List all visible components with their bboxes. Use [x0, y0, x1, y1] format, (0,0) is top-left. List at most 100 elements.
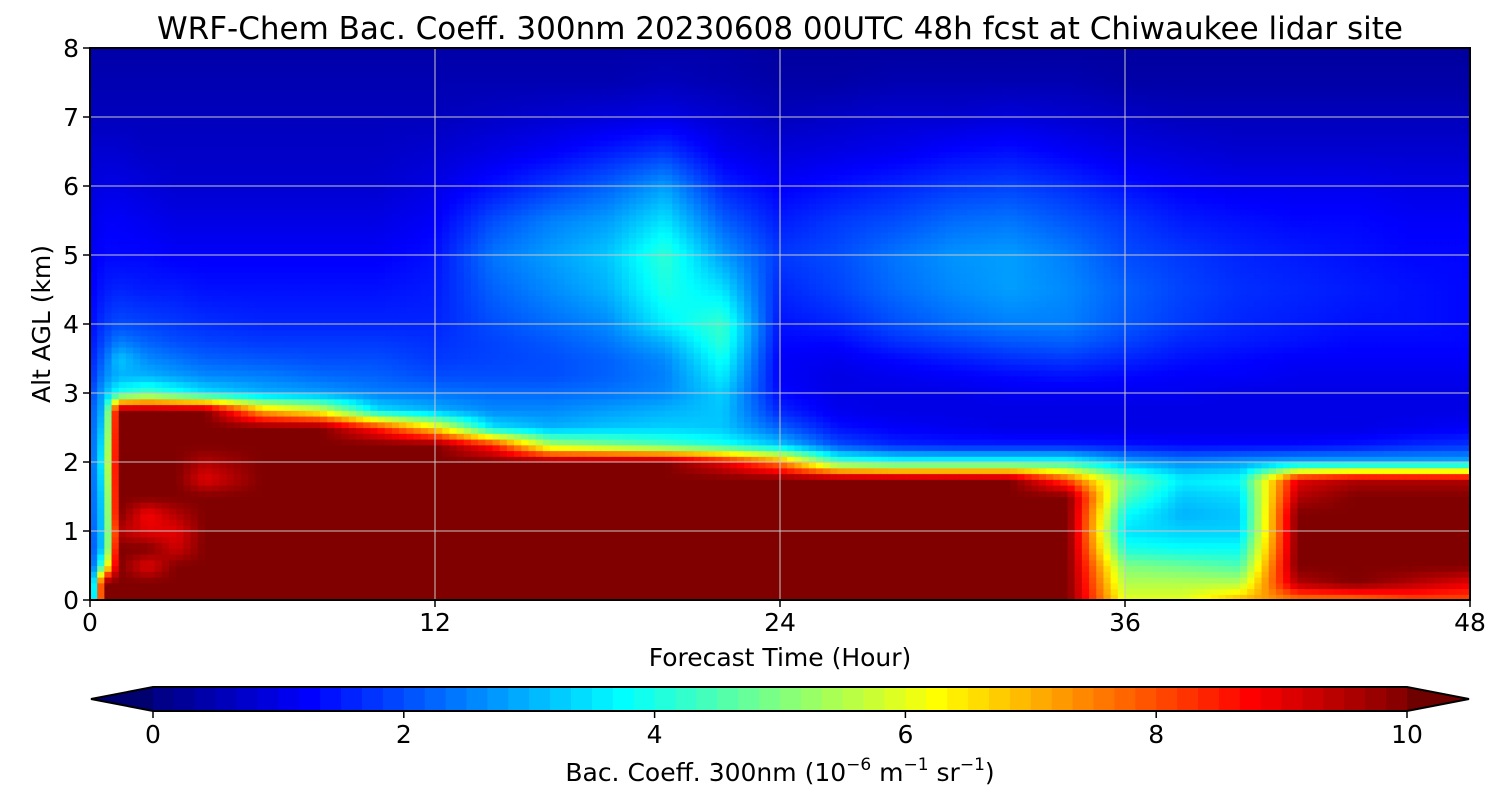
heatmap-cell	[421, 543, 429, 549]
heatmap-cell	[421, 531, 429, 537]
heatmap-cell	[104, 232, 112, 238]
heatmap-cell	[148, 439, 156, 445]
heatmap-cell	[97, 468, 105, 474]
heatmap-cell	[327, 474, 335, 480]
heatmap-cell	[169, 485, 177, 491]
heatmap-cell	[298, 94, 306, 100]
heatmap-cell	[320, 433, 328, 439]
heatmap-cell	[385, 123, 393, 129]
heatmap-cell	[263, 548, 271, 554]
heatmap-cell	[449, 100, 457, 106]
heatmap-cell	[277, 554, 285, 560]
heatmap-cell	[298, 422, 306, 428]
heatmap-cell	[140, 543, 148, 549]
heatmap-cell	[205, 94, 213, 100]
heatmap-cell	[457, 347, 465, 353]
heatmap-cell	[212, 508, 220, 514]
heatmap-cell	[334, 543, 342, 549]
heatmap-cell	[183, 433, 191, 439]
heatmap-cell	[406, 215, 414, 221]
heatmap-cell	[406, 341, 414, 347]
heatmap-cell	[255, 474, 263, 480]
heatmap-cell	[263, 261, 271, 267]
heatmap-cell	[349, 543, 357, 549]
heatmap-cell	[104, 221, 112, 227]
heatmap-cell	[176, 163, 184, 169]
heatmap-cell	[97, 290, 105, 296]
heatmap-cell	[148, 60, 156, 66]
heatmap-cell	[428, 445, 436, 451]
heatmap-cell	[291, 474, 299, 480]
heatmap-cell	[270, 198, 278, 204]
heatmap-cell	[205, 198, 213, 204]
heatmap-cell	[428, 71, 436, 77]
heatmap-cell	[392, 152, 400, 158]
heatmap-cell	[306, 209, 314, 215]
heatmap-cell	[435, 152, 443, 158]
heatmap-cell	[255, 548, 263, 554]
heatmap-cell	[169, 60, 177, 66]
heatmap-cell	[277, 307, 285, 313]
heatmap-cell	[126, 60, 134, 66]
heatmap-cell	[291, 198, 299, 204]
heatmap-cell	[421, 399, 429, 405]
heatmap-cell	[327, 244, 335, 250]
heatmap-cell	[176, 359, 184, 365]
heatmap-cell	[126, 474, 134, 480]
heatmap-cell	[370, 577, 378, 583]
heatmap-cell	[277, 508, 285, 514]
heatmap-cell	[313, 100, 321, 106]
heatmap-cell	[126, 71, 134, 77]
heatmap-cell	[155, 272, 163, 278]
heatmap-cell	[183, 376, 191, 382]
heatmap-cell	[248, 244, 256, 250]
heatmap-cell	[248, 531, 256, 537]
heatmap-cell	[313, 88, 321, 94]
heatmap-cell	[413, 416, 421, 422]
heatmap-cell	[298, 336, 306, 342]
heatmap-cell	[133, 157, 141, 163]
heatmap-cell	[148, 244, 156, 250]
heatmap-cell	[140, 324, 148, 330]
heatmap-cell	[219, 54, 227, 60]
heatmap-cell	[327, 376, 335, 382]
heatmap-cell	[320, 313, 328, 319]
heatmap-cell	[349, 203, 357, 209]
heatmap-cell	[421, 479, 429, 485]
heatmap-cell	[399, 106, 407, 112]
heatmap-cell	[385, 94, 393, 100]
heatmap-cell	[205, 232, 213, 238]
heatmap-cell	[435, 301, 443, 307]
heatmap-cell	[284, 376, 292, 382]
heatmap-cell	[320, 451, 328, 457]
heatmap-cell	[334, 117, 342, 123]
heatmap-cell	[219, 416, 227, 422]
heatmap-cell	[399, 278, 407, 284]
heatmap-cell	[140, 393, 148, 399]
heatmap-cell	[140, 422, 148, 428]
heatmap-cell	[198, 531, 206, 537]
heatmap-cell	[270, 209, 278, 215]
heatmap-cell	[255, 54, 263, 60]
heatmap-cell	[191, 364, 199, 370]
heatmap-cell	[234, 399, 242, 405]
heatmap-cell	[449, 186, 457, 192]
heatmap-cell	[277, 399, 285, 405]
heatmap-cell	[183, 520, 191, 526]
heatmap-cell	[212, 203, 220, 209]
heatmap-cell	[342, 152, 350, 158]
heatmap-cell	[406, 307, 414, 313]
heatmap-cell	[442, 238, 450, 244]
heatmap-cell	[133, 451, 141, 457]
heatmap-cell	[370, 566, 378, 572]
heatmap-cell	[198, 198, 206, 204]
heatmap-cell	[370, 140, 378, 146]
heatmap-cell	[392, 295, 400, 301]
heatmap-cell	[255, 502, 263, 508]
heatmap-cell	[378, 134, 386, 140]
heatmap-cell	[205, 336, 213, 342]
heatmap-cell	[413, 117, 421, 123]
heatmap-cell	[399, 100, 407, 106]
heatmap-cell	[212, 301, 220, 307]
heatmap-cell	[155, 474, 163, 480]
